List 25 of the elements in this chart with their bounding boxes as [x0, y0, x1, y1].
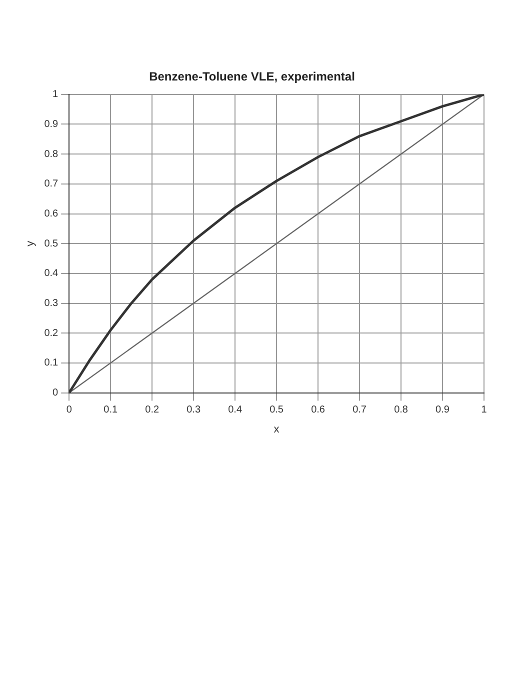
y-tick-label: 0: [52, 388, 59, 399]
x-tick-label: 0.2: [145, 404, 160, 416]
y-axis-title: y: [24, 240, 37, 246]
x-tick-label: 0.7: [352, 404, 367, 416]
x-tick-label: 0.4: [228, 404, 242, 416]
y-tick-label: 0.1: [44, 358, 59, 369]
y-tick-label: 0.8: [44, 148, 59, 160]
x-tick-label: 0.8: [394, 404, 408, 416]
x-tick-label: 0.9: [436, 404, 450, 416]
y-tick-label: 0.5: [44, 238, 59, 250]
chart-title: Benzene-Toluene VLE, experimental: [149, 70, 355, 84]
x-tick-label: 0: [66, 404, 72, 416]
y-tick-label: 0.4: [44, 268, 59, 280]
y-tick-label: 0.3: [44, 298, 59, 310]
x-tick-label: 0.6: [311, 404, 326, 416]
x-tick-label: 1: [481, 404, 488, 416]
y-tick-label: 0.7: [44, 178, 59, 190]
x-tick-label: 0.1: [104, 404, 118, 416]
x-axis-title: x: [274, 423, 280, 436]
x-tick-label: 0.3: [186, 404, 201, 416]
x-tick-label: 0.5: [270, 404, 284, 416]
y-tick-label: 1: [52, 89, 59, 100]
y-tick-label: 0.6: [44, 208, 59, 220]
y-tick-label: 0.9: [44, 118, 59, 130]
y-tick-label: 0.2: [44, 328, 59, 339]
